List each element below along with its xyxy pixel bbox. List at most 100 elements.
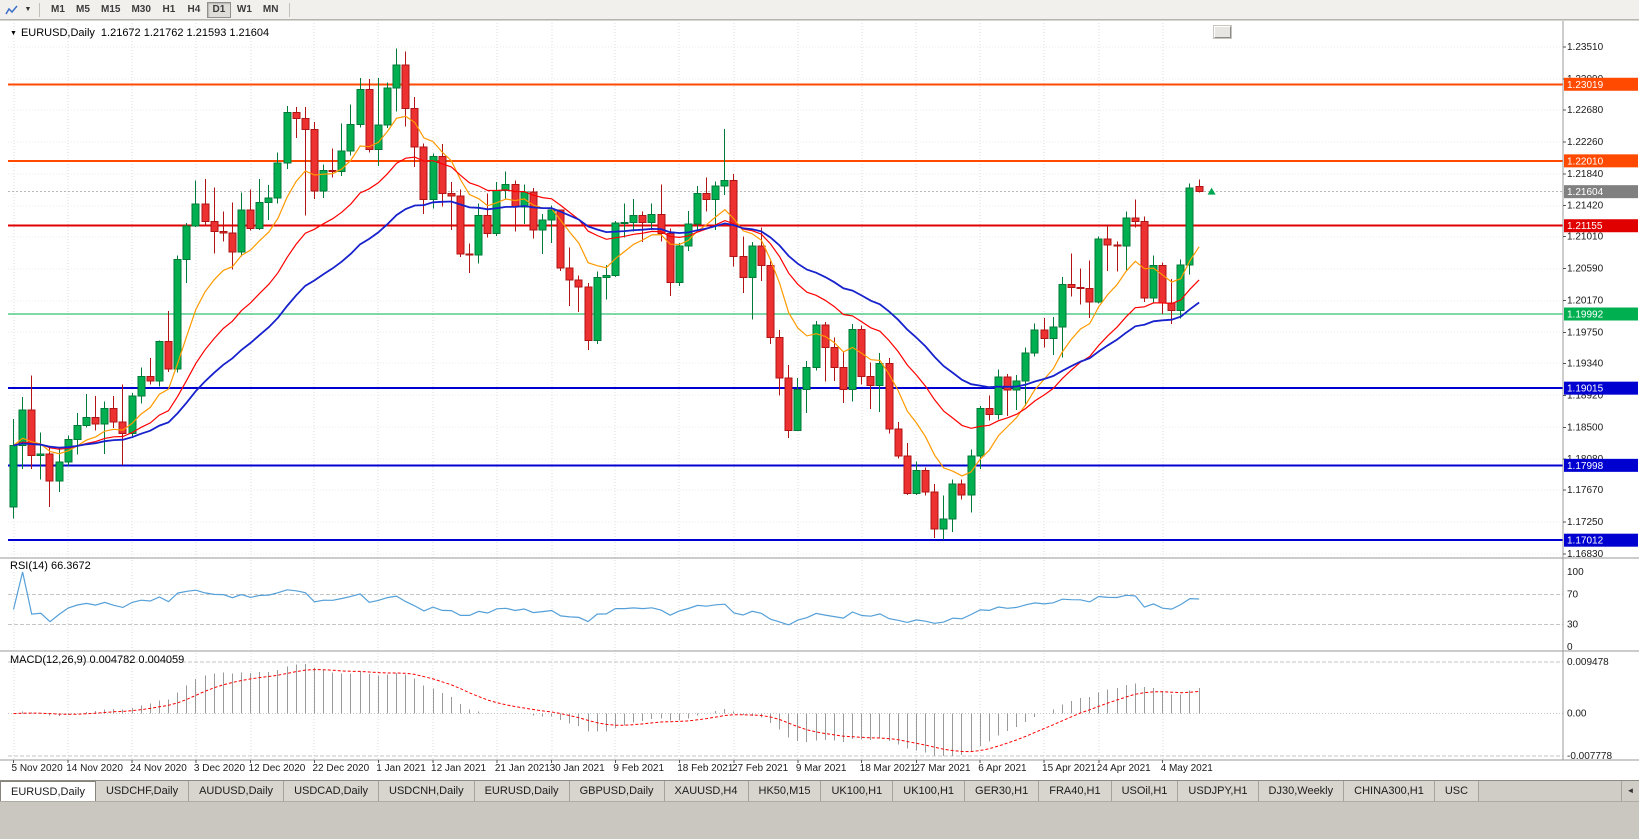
svg-text:21 Jan 2021: 21 Jan 2021: [495, 763, 550, 774]
toolbar-separator: [39, 2, 40, 17]
svg-text:1.22260: 1.22260: [1567, 137, 1604, 148]
price-axis[interactable]: 1.235101.230901.226801.222601.218401.214…: [1563, 42, 1604, 560]
tab-scroll-left-button[interactable]: ◄: [1621, 781, 1639, 801]
svg-text:70: 70: [1567, 590, 1579, 601]
top-toolbar: ▼ M1 M5 M15 M30 H1 H4 D1 W1 MN: [0, 0, 1639, 20]
svg-text:0.00: 0.00: [1567, 709, 1587, 720]
chart-title-ohlc: 1.21672 1.21762 1.21593 1.21604: [100, 27, 270, 39]
svg-text:6 Apr 2021: 6 Apr 2021: [978, 763, 1027, 774]
pane-dividers: [0, 20, 1639, 761]
svg-text:1.22680: 1.22680: [1567, 105, 1604, 116]
svg-text:22 Dec 2020: 22 Dec 2020: [312, 763, 369, 774]
tab-eurusd-daily[interactable]: EURUSD,Daily: [0, 781, 96, 801]
status-bar: [0, 801, 1639, 839]
price-badges: 1.23019 1.22010 1.21155 1.19992 1.19015 1.179…: [1564, 77, 1638, 547]
timeframe-button-d1[interactable]: D1: [206, 1, 231, 18]
macd-indicator-label: MACD(12,26,9) 0.004782 0.004059: [10, 654, 185, 666]
timeframe-group: M1 M5 M15 M30 H1 H4 D1 W1 MN: [46, 1, 283, 18]
timeframe-button-h4[interactable]: H4: [187, 4, 201, 15]
tab-gbpusd-daily[interactable]: GBPUSD,Daily: [569, 781, 665, 801]
chart-title-symbol: EURUSD,Daily: [20, 27, 95, 39]
svg-text:1.17670: 1.17670: [1567, 485, 1604, 496]
ma-slow: [13, 200, 1200, 449]
tab-xauusd-h4[interactable]: XAUUSD,H4: [664, 781, 749, 801]
svg-text:4 May 2021: 4 May 2021: [1161, 763, 1214, 774]
tab-uk100-h1[interactable]: UK100,H1: [893, 781, 966, 801]
tab-dj30-weekly[interactable]: DJ30,Weekly: [1258, 781, 1345, 801]
svg-text:0.009478: 0.009478: [1567, 657, 1609, 668]
chart-window: 1.235101.230901.226801.222601.218401.214…: [0, 20, 1639, 780]
tab-usoil-h1[interactable]: USOil,H1: [1111, 781, 1179, 801]
rsi-line: [12, 571, 1200, 626]
ma-fast: [13, 115, 1200, 477]
tab-usdjpy-h1[interactable]: USDJPY,H1: [1178, 781, 1259, 801]
svg-text:5 Nov 2020: 5 Nov 2020: [12, 763, 64, 774]
macd-histogram: [22, 663, 1200, 756]
tab-usdcad-daily[interactable]: USDCAD,Daily: [284, 781, 380, 801]
timeframe-button-m15[interactable]: M15: [101, 4, 121, 15]
tab-usc[interactable]: USC: [1434, 781, 1480, 801]
svg-text:-0.007778: -0.007778: [1567, 751, 1612, 762]
chart-tabs-bar: EURUSD,Daily USDCHF,Daily AUDUSD,Daily USDC…: [0, 780, 1639, 801]
svg-text:100: 100: [1567, 567, 1584, 578]
chart-canvas[interactable]: 1.235101.230901.226801.222601.218401.214…: [0, 20, 1639, 780]
svg-text:1.18920: 1.18920: [1567, 390, 1604, 401]
tab-fra40-h1[interactable]: FRA40,H1: [1039, 781, 1112, 801]
svg-text:18 Mar 2021: 18 Mar 2021: [860, 763, 917, 774]
timeframe-button-m5[interactable]: M5: [76, 4, 90, 15]
chart-window-button[interactable]: [1213, 25, 1232, 39]
tab-eurusd-daily[interactable]: EURUSD,Daily: [474, 781, 570, 801]
svg-text:1.18500: 1.18500: [1567, 422, 1604, 433]
svg-text:14 Nov 2020: 14 Nov 2020: [66, 763, 123, 774]
timeframe-button-w1[interactable]: W1: [236, 4, 252, 15]
date-axis[interactable]: 5 Nov 2020 14 Nov 2020 24 Nov 2020 3 Dec 20…: [12, 760, 1214, 774]
svg-text:30 Jan 2021: 30 Jan 2021: [550, 763, 605, 774]
svg-text:1.21420: 1.21420: [1567, 201, 1604, 212]
svg-text:24 Nov 2020: 24 Nov 2020: [130, 763, 187, 774]
svg-text:1.21840: 1.21840: [1567, 169, 1604, 180]
svg-text:1.19015: 1.19015: [1567, 384, 1604, 395]
tab-usdcnh-daily[interactable]: USDCNH,Daily: [379, 781, 475, 801]
ma-mid: [13, 156, 1200, 450]
svg-text:30: 30: [1567, 620, 1579, 631]
tab-usdchf-daily[interactable]: USDCHF,Daily: [95, 781, 190, 801]
svg-text:0: 0: [1567, 642, 1573, 653]
macd-signal-line: [13, 669, 1200, 753]
svg-text:12 Jan 2021: 12 Jan 2021: [431, 763, 486, 774]
horizontal-lines[interactable]: [8, 83, 1563, 542]
svg-text:1.21604: 1.21604: [1567, 187, 1604, 198]
timeframe-button-m1[interactable]: M1: [51, 4, 65, 15]
macd-axis: 0.009478 0.00 -0.007778: [1567, 657, 1612, 762]
line-chart-icon[interactable]: [3, 2, 21, 18]
svg-text:3 Dec 2020: 3 Dec 2020: [194, 763, 246, 774]
svg-text:1.17012: 1.17012: [1567, 536, 1604, 547]
svg-text:1.22010: 1.22010: [1567, 156, 1604, 167]
svg-text:1.21155: 1.21155: [1567, 221, 1603, 232]
svg-text:1.23510: 1.23510: [1567, 42, 1604, 53]
moving-averages: [13, 115, 1200, 477]
tab-uk100-h1[interactable]: UK100,H1: [821, 781, 894, 801]
chevron-down-icon[interactable]: ▼: [24, 6, 32, 13]
tab-china300-h1[interactable]: CHINA300,H1: [1344, 781, 1435, 801]
svg-text:1.20170: 1.20170: [1567, 296, 1604, 307]
chart-title: ▼ EURUSD,Daily 1.21672 1.21762 1.21593 1.2…: [10, 27, 269, 39]
svg-text:9 Feb 2021: 9 Feb 2021: [613, 763, 664, 774]
tab-audusd-daily[interactable]: AUDUSD,Daily: [189, 781, 285, 801]
svg-text:1.20590: 1.20590: [1567, 264, 1604, 275]
svg-text:1.16830: 1.16830: [1567, 549, 1604, 560]
svg-text:27 Feb 2021: 27 Feb 2021: [732, 763, 789, 774]
svg-text:24 Apr 2021: 24 Apr 2021: [1097, 763, 1151, 774]
svg-text:1.21010: 1.21010: [1567, 232, 1604, 243]
symbol-dropdown-icon[interactable]: ▼: [10, 30, 17, 37]
timeframe-button-mn[interactable]: MN: [262, 4, 279, 15]
svg-text:1.23019: 1.23019: [1567, 80, 1604, 91]
toolbar-separator: [289, 2, 291, 17]
tab-ger30-h1[interactable]: GER30,H1: [965, 781, 1040, 801]
timeframe-button-h1[interactable]: H1: [162, 4, 176, 15]
rsi-axis: 100 70 30 0: [1567, 567, 1584, 653]
svg-text:18 Feb 2021: 18 Feb 2021: [677, 763, 734, 774]
up-arrow-marker: [1207, 187, 1216, 195]
tab-hk50-m15[interactable]: HK50,M15: [748, 781, 822, 801]
timeframe-button-m30[interactable]: M30: [131, 4, 151, 15]
svg-text:12 Dec 2020: 12 Dec 2020: [249, 763, 306, 774]
